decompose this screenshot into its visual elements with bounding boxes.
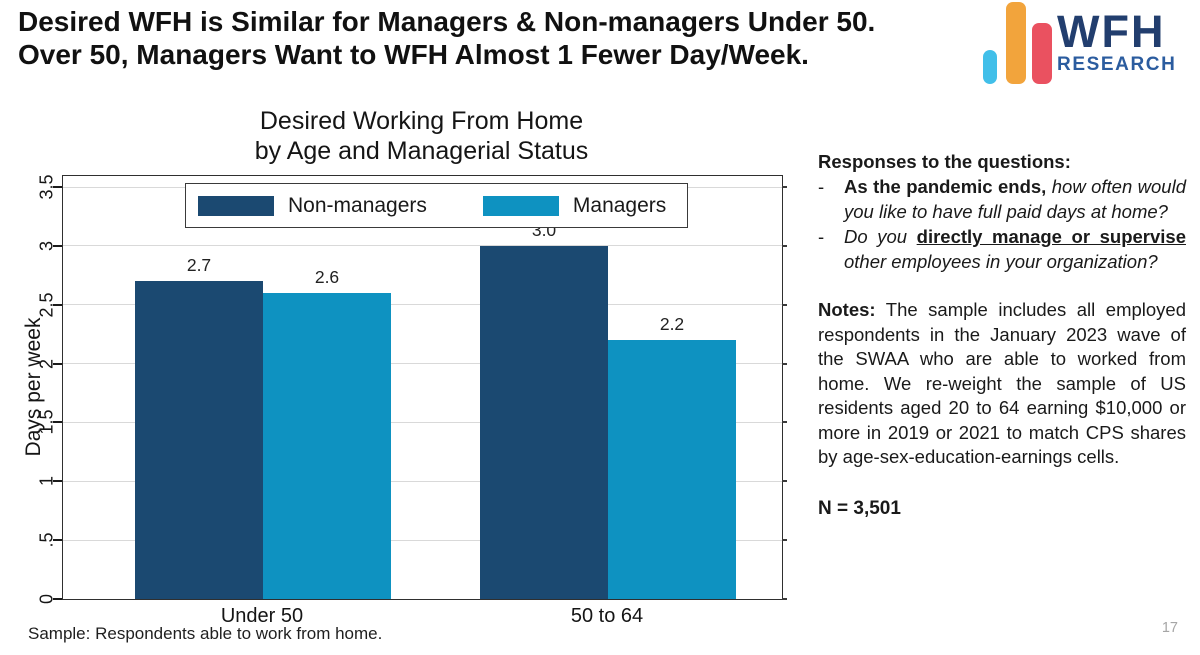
legend-label: Managers bbox=[572, 193, 667, 217]
y-tick-mark bbox=[53, 480, 62, 483]
chart-title-line1: Desired Working From Home bbox=[259, 107, 584, 135]
y-tick-mark-right bbox=[782, 303, 787, 306]
gridline bbox=[63, 421, 782, 423]
questions-heading: Responses to the questions: bbox=[818, 151, 1071, 172]
logo-bar-red-icon bbox=[1032, 23, 1052, 84]
y-tick-mark-right bbox=[782, 244, 787, 247]
y-tick-mark bbox=[53, 303, 62, 306]
y-tick-label: 1.5 bbox=[36, 409, 57, 435]
bar-managers-50-to-64 bbox=[608, 340, 736, 599]
question-list: - As the pandemic ends, how often would y… bbox=[818, 174, 1186, 274]
bar-value-label: 2.6 bbox=[314, 267, 340, 287]
question-item: - As the pandemic ends, how often would y… bbox=[818, 174, 1186, 224]
logo-bars-icon bbox=[981, 0, 1055, 84]
gridline bbox=[63, 304, 782, 306]
y-tick-label: 2 bbox=[36, 358, 57, 369]
question-segment: directly manage or supervise bbox=[916, 226, 1186, 247]
y-tick-label: 3.5 bbox=[36, 174, 57, 200]
sample-size: N = 3,501 bbox=[818, 497, 901, 519]
notes-text: The sample includes all employed respond… bbox=[818, 299, 1186, 467]
page-number: 17 bbox=[1161, 620, 1178, 636]
y-tick-mark bbox=[53, 244, 62, 247]
y-tick-label: 2.5 bbox=[36, 292, 57, 318]
slide-title-line1: Desired WFH is Similar for Managers & No… bbox=[18, 6, 876, 37]
y-tick-mark bbox=[53, 362, 62, 365]
notes-label: Notes: bbox=[818, 299, 876, 320]
x-axis-label: 50 to 64 bbox=[570, 605, 644, 627]
y-tick-mark-right bbox=[782, 480, 787, 483]
y-tick-mark-right bbox=[782, 362, 787, 365]
y-tick-mark bbox=[53, 421, 62, 424]
gridline bbox=[63, 363, 782, 365]
wfh-research-logo: WFH RESEARCH bbox=[981, 0, 1196, 92]
y-tick-mark bbox=[53, 186, 62, 189]
question-text: As the pandemic ends, how often would yo… bbox=[844, 174, 1186, 224]
question-item: - Do you directly manage or supervise oth… bbox=[818, 224, 1186, 274]
y-tick-mark bbox=[53, 539, 62, 542]
y-tick-label: 0 bbox=[36, 593, 57, 605]
bar-non-managers-50-to-64 bbox=[480, 246, 608, 599]
logo-brand-bottom: RESEARCH bbox=[1057, 54, 1177, 75]
question-text: Do you directly manage or supervise othe… bbox=[844, 224, 1186, 274]
side-panel: Responses to the questions: - As the pand… bbox=[818, 149, 1186, 521]
bar-managers-under-50 bbox=[263, 293, 391, 599]
x-axis-label: Under 50 bbox=[220, 605, 304, 627]
chart-title-line2: by Age and Managerial Status bbox=[254, 137, 589, 165]
plot-area: 0.5 1 1.5 2 2.5 3 3.5 2.7 2.6 3.0 2.2 Non-managers M… bbox=[37, 175, 787, 604]
chart-title: Desired Working From Home by Age and Man… bbox=[62, 106, 781, 166]
slide-title: Desired WFH is Similar for Managers & No… bbox=[18, 5, 978, 71]
y-tick-mark-right bbox=[782, 186, 787, 189]
sample-note: Sample: Respondents able to work from ho… bbox=[28, 624, 383, 643]
notes-paragraph: Notes: The sample includes all employed … bbox=[818, 298, 1186, 470]
legend-label: Non-managers bbox=[288, 193, 427, 217]
y-tick-mark bbox=[53, 598, 62, 600]
y-tick-mark-right bbox=[782, 598, 787, 600]
question-segment: Do you bbox=[844, 226, 917, 247]
bullet-marker: - bbox=[818, 226, 825, 247]
gridline bbox=[63, 480, 782, 482]
y-tick-mark-right bbox=[782, 539, 787, 542]
slide-title-line2: Over 50, Managers Want to WFH Almost 1 F… bbox=[18, 39, 809, 70]
question-segment: other employees in your organization? bbox=[844, 251, 1158, 272]
bar-non-managers-under-50 bbox=[135, 281, 263, 599]
y-axis-label: Days per week bbox=[22, 317, 45, 457]
logo-brand-top: WFH bbox=[1057, 6, 1166, 57]
y-tick-label: 1 bbox=[36, 476, 57, 487]
legend-swatch-icon bbox=[482, 195, 559, 216]
logo-bar-blue-icon bbox=[983, 50, 997, 84]
question-segment: As the pandemic ends, bbox=[844, 176, 1047, 197]
logo-bar-orange-icon bbox=[1006, 2, 1026, 84]
logo-text: WFH RESEARCH bbox=[1057, 8, 1176, 76]
bar-chart: Desired Working From Home by Age and Man… bbox=[20, 106, 820, 651]
bar-value-label: 2.2 bbox=[659, 314, 685, 334]
legend-swatch-icon bbox=[198, 195, 274, 216]
chart-legend: Non-managers Managers bbox=[185, 183, 688, 228]
question-segment: how often would you like to have full pa… bbox=[844, 176, 1186, 222]
y-tick-mark-right bbox=[782, 421, 787, 424]
gridline bbox=[63, 245, 782, 247]
y-tick-label: .5 bbox=[36, 532, 57, 548]
gridline bbox=[63, 539, 782, 541]
y-tick-label: 3 bbox=[36, 240, 57, 251]
bar-value-label: 2.7 bbox=[186, 255, 212, 275]
bullet-marker: - bbox=[818, 176, 825, 197]
